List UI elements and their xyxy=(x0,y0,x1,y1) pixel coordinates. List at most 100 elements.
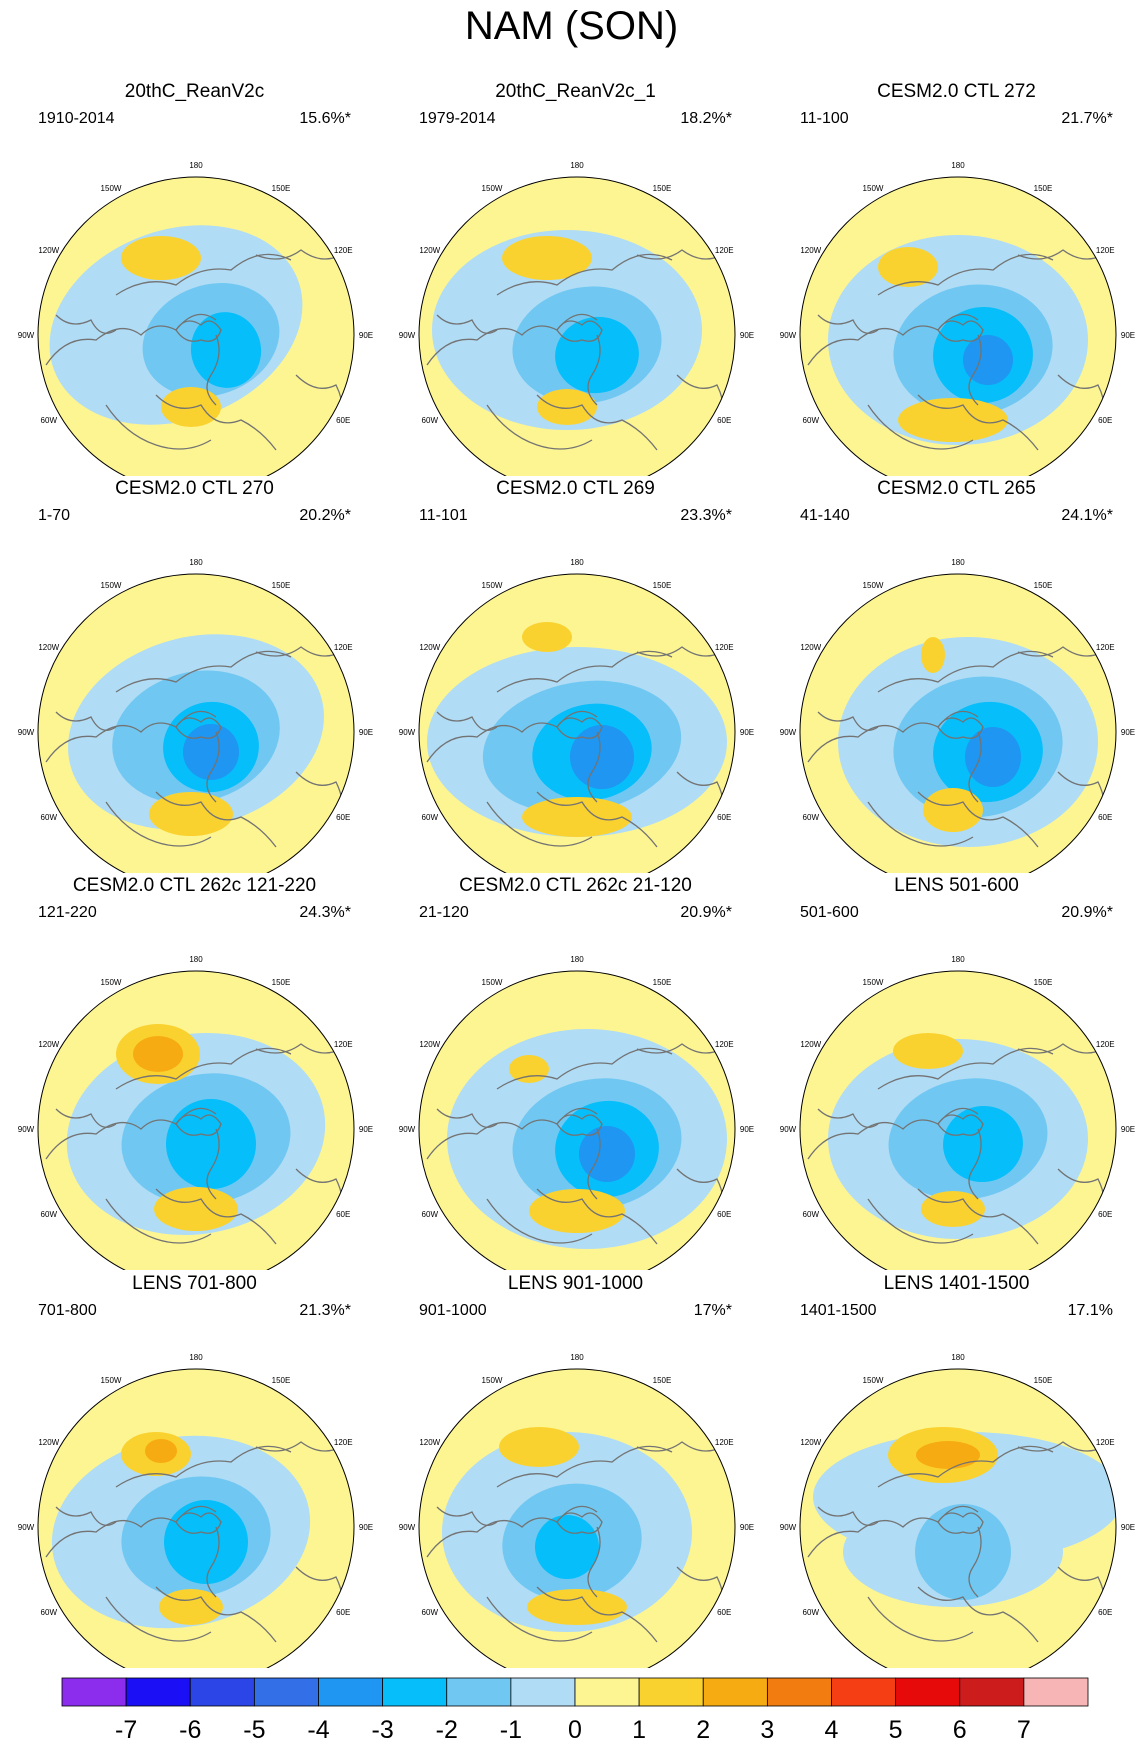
coastline xyxy=(105,1596,212,1642)
longitude-label: 60W xyxy=(41,1608,58,1617)
panel-title: 20thC_ReanV2c xyxy=(124,81,265,102)
longitude-label: 120E xyxy=(334,1040,353,1049)
anomaly-contour xyxy=(190,312,262,388)
coastline xyxy=(877,1445,1054,1488)
longitude-label: 150W xyxy=(482,1376,503,1385)
polar-map: 180150E120E90E60E30E030W60W90W120W150W xyxy=(399,955,754,1270)
longitude-label: 150E xyxy=(272,978,291,987)
longitude-label: 150E xyxy=(653,1376,672,1385)
longitude-label: 150W xyxy=(482,581,503,590)
longitude-label: 150E xyxy=(1034,978,1053,987)
map-border xyxy=(799,1368,1117,1668)
coastline xyxy=(807,1505,979,1558)
coastline xyxy=(105,404,212,450)
longitude-label: 120E xyxy=(334,643,353,652)
map-border xyxy=(37,1368,355,1668)
longitude-label: 180 xyxy=(189,161,203,170)
longitude-label: 150W xyxy=(482,184,503,193)
polar-map: 180150E120E90E60E30E030W60W90W120W150W xyxy=(18,161,373,476)
longitude-label: 60W xyxy=(41,813,58,822)
coastline xyxy=(937,1512,984,1534)
longitude-label: 180 xyxy=(189,558,203,567)
coastline xyxy=(486,801,593,847)
coastline xyxy=(436,314,498,334)
longitude-label: 60E xyxy=(717,416,731,425)
coastline xyxy=(496,650,673,693)
longitude-label: 150E xyxy=(1034,1376,1053,1385)
longitude-label: 90E xyxy=(1121,331,1135,340)
colorbar-label: 7 xyxy=(1017,1716,1031,1738)
coastline xyxy=(55,1506,117,1526)
longitude-label: 90W xyxy=(780,331,797,340)
longitude-label: 180 xyxy=(951,955,965,964)
panel-explained-variance: 24.3%* xyxy=(299,904,351,921)
anomaly-contour xyxy=(965,727,1021,787)
colorbar-label: -2 xyxy=(436,1716,458,1738)
anomaly-contour xyxy=(916,1441,980,1469)
panel-period: 1-70 xyxy=(38,507,71,524)
colorbar-swatch xyxy=(959,1677,1025,1707)
coastline xyxy=(817,1108,879,1128)
anomaly-contour xyxy=(898,398,1008,442)
coastline xyxy=(255,1043,342,1054)
panel-period: 1910-2014 xyxy=(38,110,115,127)
coastline xyxy=(426,1505,598,1558)
coastline xyxy=(636,1043,723,1054)
coastline xyxy=(807,710,979,763)
longitude-label: 150W xyxy=(863,1376,884,1385)
longitude-label: 90W xyxy=(780,1523,797,1532)
panel-title: LENS 701-800 xyxy=(132,1273,257,1294)
panel-explained-variance: 17%* xyxy=(693,1302,732,1319)
colorbar-swatch xyxy=(638,1677,704,1707)
colorbar-swatch xyxy=(318,1677,384,1707)
coastline xyxy=(867,404,974,450)
coastline xyxy=(496,1445,673,1488)
longitude-label: 120E xyxy=(1096,643,1115,652)
map-panel: 180150E120E90E60E30E030W60W90W120W150WCE… xyxy=(385,475,766,873)
colorbar-swatch xyxy=(702,1677,768,1707)
coastline xyxy=(917,791,1039,848)
colorbar-swatch xyxy=(766,1677,832,1707)
map-panel: 180150E120E90E60E30E030W60W90W120W150WCE… xyxy=(4,872,385,1270)
longitude-label: 120E xyxy=(334,1438,353,1447)
longitude-label: 90E xyxy=(740,1125,754,1134)
longitude-label: 60E xyxy=(336,1210,350,1219)
longitude-label: 120W xyxy=(38,1040,59,1049)
coastline xyxy=(1017,249,1104,260)
panel-title: LENS 901-1000 xyxy=(507,1273,644,1294)
coastline xyxy=(496,253,673,296)
coastline xyxy=(496,1047,673,1090)
longitude-label: 180 xyxy=(189,955,203,964)
panel-period: 1401-1500 xyxy=(800,1302,877,1319)
polar-map: 180150E120E90E60E30E030W60W90W120W150W xyxy=(780,161,1135,476)
longitude-label: 90E xyxy=(1121,728,1135,737)
panel-explained-variance: 20.9%* xyxy=(680,904,732,921)
coastline xyxy=(155,1188,277,1245)
longitude-label: 60E xyxy=(717,813,731,822)
anomaly-contour xyxy=(570,725,634,789)
colorbar-swatch xyxy=(895,1677,961,1707)
panel-period: 11-100 xyxy=(800,110,849,127)
colorbar-swatch xyxy=(253,1677,319,1707)
longitude-label: 60E xyxy=(717,1210,731,1219)
anomaly-contour xyxy=(161,387,221,427)
colorbar-swatch xyxy=(1023,1677,1089,1707)
polar-map: 180150E120E90E60E30E030W60W90W120W150W xyxy=(780,1353,1135,1668)
panel-period: 1979-2014 xyxy=(419,110,496,127)
coastline xyxy=(917,394,1039,451)
longitude-label: 120W xyxy=(38,1438,59,1447)
longitude-label: 120E xyxy=(715,1438,734,1447)
coastline xyxy=(486,1596,593,1642)
coastline xyxy=(807,1107,979,1160)
panel-explained-variance: 15.6%* xyxy=(299,110,351,127)
coastline xyxy=(155,394,277,451)
map-panel: 180150E120E90E60E30E030W60W90W120W150WLE… xyxy=(766,1270,1143,1668)
coastline xyxy=(556,1512,603,1534)
longitude-label: 120W xyxy=(800,246,821,255)
longitude-label: 60E xyxy=(336,813,350,822)
longitude-label: 90W xyxy=(18,1523,35,1532)
longitude-label: 60W xyxy=(803,416,820,425)
panel-title: CESM2.0 CTL 262c 121-220 xyxy=(72,875,317,896)
longitude-label: 150E xyxy=(1034,581,1053,590)
longitude-label: 120W xyxy=(800,643,821,652)
